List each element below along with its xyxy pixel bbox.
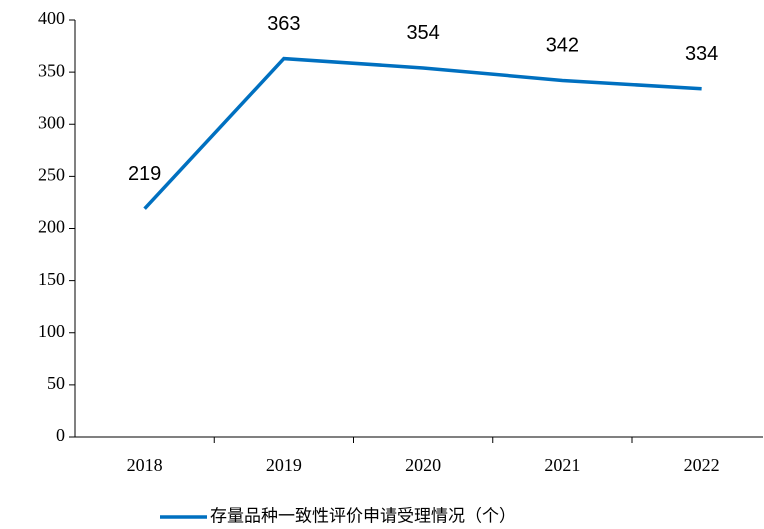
y-tick-label: 50 — [47, 373, 65, 393]
data-label: 363 — [267, 13, 300, 35]
x-tick-label: 2021 — [544, 455, 580, 475]
y-tick-label: 100 — [38, 321, 65, 341]
y-tick-label: 150 — [38, 269, 65, 289]
line — [143, 56, 702, 210]
data-label: 354 — [406, 22, 439, 44]
data-label: 334 — [685, 43, 718, 65]
x-tick-label: 2020 — [405, 455, 441, 475]
y-tick-label: 0 — [56, 425, 65, 445]
x-tick-label: 2022 — [684, 455, 720, 475]
y-tick-label: 200 — [38, 217, 65, 237]
data-label: 219 — [128, 163, 161, 185]
data-label: 342 — [546, 35, 579, 57]
x-tick-label: 2018 — [127, 455, 163, 475]
y-tick-label: 300 — [38, 112, 65, 132]
y-tick-label: 400 — [38, 8, 65, 28]
y-tick-label: 250 — [38, 165, 65, 185]
x-tick-label: 2019 — [266, 455, 302, 475]
legend-label: 存量品种一致性评价申请受理情况（个） — [210, 507, 516, 527]
y-tick-label: 350 — [38, 60, 65, 80]
